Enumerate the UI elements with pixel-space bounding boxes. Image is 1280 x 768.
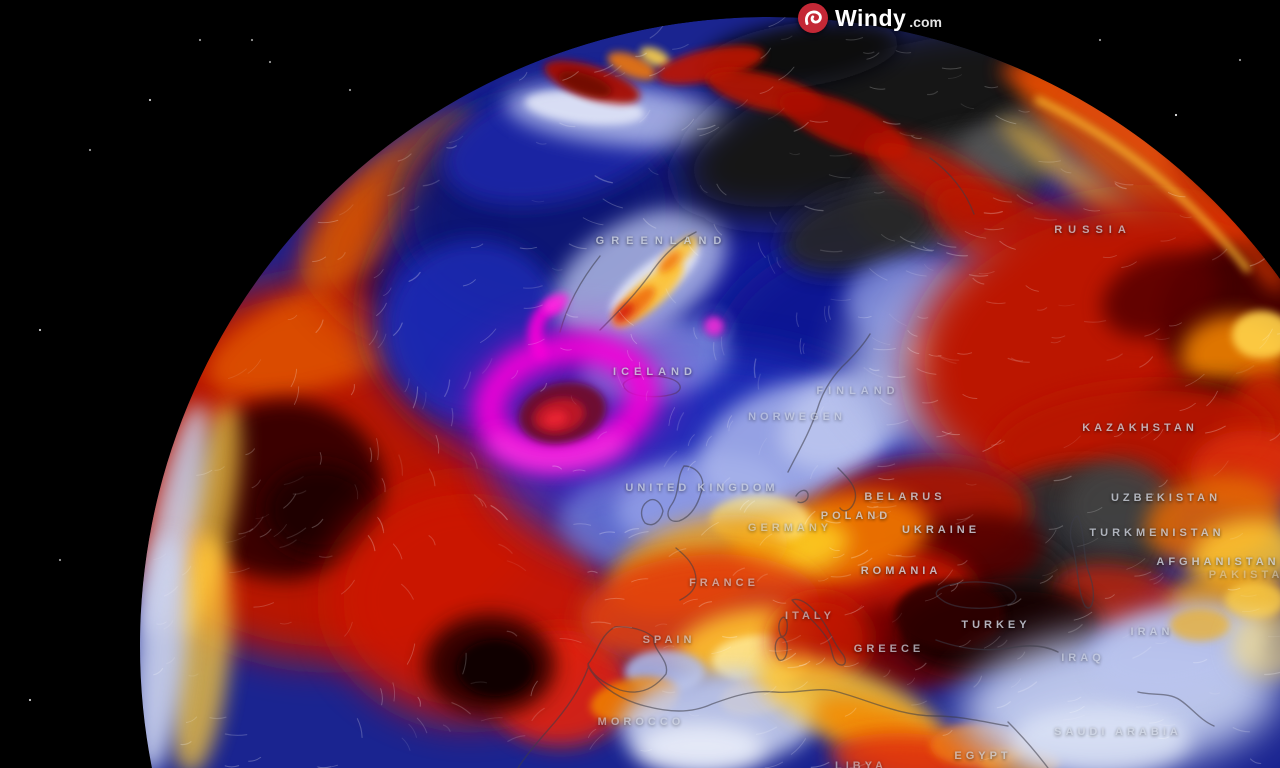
windy-globe-map[interactable]: GREENLAND ICELAND FINLAND NORWEGEN UNITED KI… [0,0,1280,768]
windy-logo[interactable]: Windy .com [798,3,942,33]
globe-clip-group [100,0,1280,768]
brand-name: Windy [835,5,906,32]
temperature-anomaly-globe[interactable] [0,0,1280,768]
brand-tld: .com [909,14,942,30]
windy-swirl-icon [798,3,828,33]
